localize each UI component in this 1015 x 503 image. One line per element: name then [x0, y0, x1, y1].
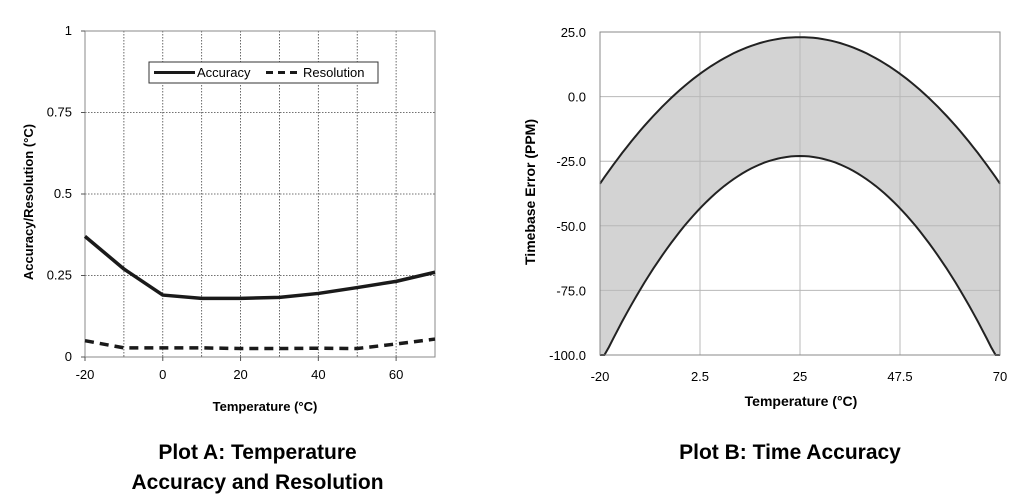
plot-b-x-axis-label: Temperature (°C)	[745, 393, 858, 409]
legend-accuracy-label: Accuracy	[197, 65, 251, 80]
y-tick-label: 25.0	[561, 25, 586, 40]
plot-a-y-axis-label: Accuracy/Resolution (°C)	[21, 124, 36, 280]
x-tick-label: 60	[389, 367, 403, 382]
plot-b-caption: Plot B: Time Accuracy	[620, 438, 960, 468]
x-tick-label: 2.5	[691, 369, 709, 384]
plot-b-gridlines	[600, 32, 1000, 355]
plot-a-x-axis-label: Temperature (°C)	[213, 399, 318, 414]
y-tick-label: -25.0	[556, 154, 586, 169]
y-tick-label: -75.0	[556, 283, 586, 298]
plot-a-caption-line2: Accuracy and Resolution	[131, 471, 384, 494]
x-tick-label: -20	[591, 369, 610, 384]
series-line-resolution	[84, 337, 436, 351]
y-tick-label: -100.0	[549, 348, 586, 363]
x-tick-label: 25	[793, 369, 807, 384]
plot-a-tick-labels: 0 0.25 0.5 0.75 1 -20 0 20 40 60	[47, 23, 404, 382]
x-tick-label: 47.5	[887, 369, 912, 384]
upper-error-curve	[599, 36, 1001, 185]
series-line-accuracy	[83, 235, 436, 301]
y-tick-label: 0.25	[47, 268, 72, 283]
x-tick-label: 40	[311, 367, 325, 382]
plot-b-caption-text: Plot B: Time Accuracy	[679, 441, 901, 464]
plot-a-series	[83, 235, 436, 351]
plot-a-caption-line1: Plot A: Temperature	[158, 441, 357, 464]
plot-a-gridlines	[85, 31, 435, 357]
plot-b-frame	[599, 31, 1001, 356]
legend-resolution-label: Resolution	[303, 65, 364, 80]
legend-box	[148, 61, 379, 84]
plot-b-y-axis-label: Timebase Error (PPM)	[522, 119, 538, 265]
plot-b-curves	[599, 36, 1001, 356]
y-tick-label: 0.75	[47, 105, 72, 120]
y-tick-label: 0	[65, 349, 72, 364]
y-tick-label: 0.5	[54, 186, 72, 201]
plot-a-legend: Accuracy Resolution	[148, 61, 379, 84]
x-tick-label: 0	[159, 367, 166, 382]
plot-a: 0 0.25 0.5 0.75 1 -20 0 20 40 60 Accuracy Resolut…	[21, 23, 436, 414]
x-tick-label: 70	[993, 369, 1007, 384]
plot-b: 25.0 0.0 -25.0 -50.0 -75.0 -100.0 -20 2.5 25 47.5…	[522, 25, 1007, 409]
plot-b-tick-labels: 25.0 0.0 -25.0 -50.0 -75.0 -100.0 -20 2.5 25 47.5…	[549, 25, 1007, 384]
lower-error-curve	[600, 154, 1000, 356]
y-tick-label: 0.0	[568, 90, 586, 105]
x-tick-label: 20	[233, 367, 247, 382]
y-tick-label: 1	[65, 23, 72, 38]
x-tick-label: -20	[76, 367, 95, 382]
y-tick-label: -50.0	[556, 219, 586, 234]
plot-a-caption: Plot A: Temperature Accuracy and Resolut…	[95, 438, 420, 498]
